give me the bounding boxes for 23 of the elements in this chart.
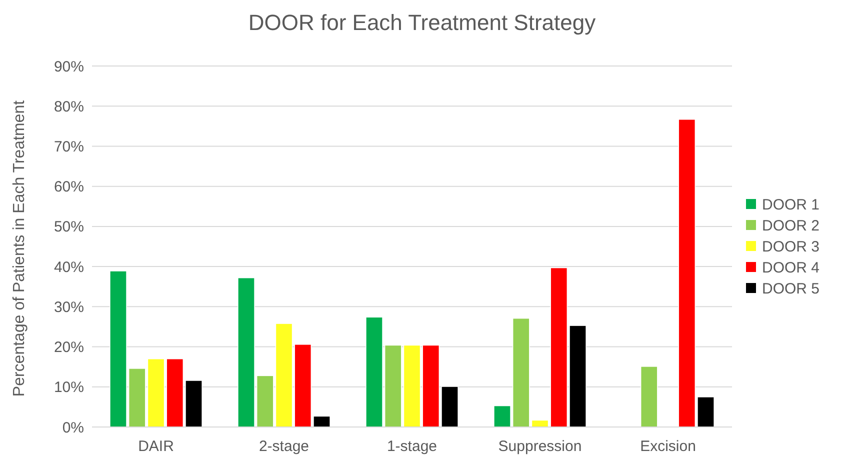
y-tick-label: 0% [62,419,84,436]
y-tick-label: 70% [54,138,84,156]
x-tick-label: Suppression [498,438,582,455]
y-tick-label: 90% [54,58,84,76]
legend-label: DOOR 5 [762,280,820,298]
y-tick-label: 60% [54,178,84,196]
legend-label: DOOR 4 [762,259,820,276]
bar [640,366,658,428]
chart-title: DOOR for Each Treatment Strategy [248,10,596,35]
x-tick-label: 1-stage [386,438,438,455]
legend-label: DOOR 3 [762,238,820,256]
legend-label: DOOR 2 [762,217,820,234]
y-tick-label: 50% [54,218,84,236]
y-tick-label: 10% [54,379,84,396]
x-tick-label: DAIR [138,438,174,455]
legend-label: DOOR 1 [762,196,820,214]
x-tick-label: Excision [640,438,696,455]
y-axis-title: Percentage of Patients in Each Treatment [11,100,28,397]
y-tick-label: 30% [54,298,84,316]
x-tick-label: 2-stage [258,438,310,455]
y-tick-label: 40% [54,258,84,276]
y-tick-label: 20% [54,339,84,356]
y-tick-label: 80% [54,98,84,116]
